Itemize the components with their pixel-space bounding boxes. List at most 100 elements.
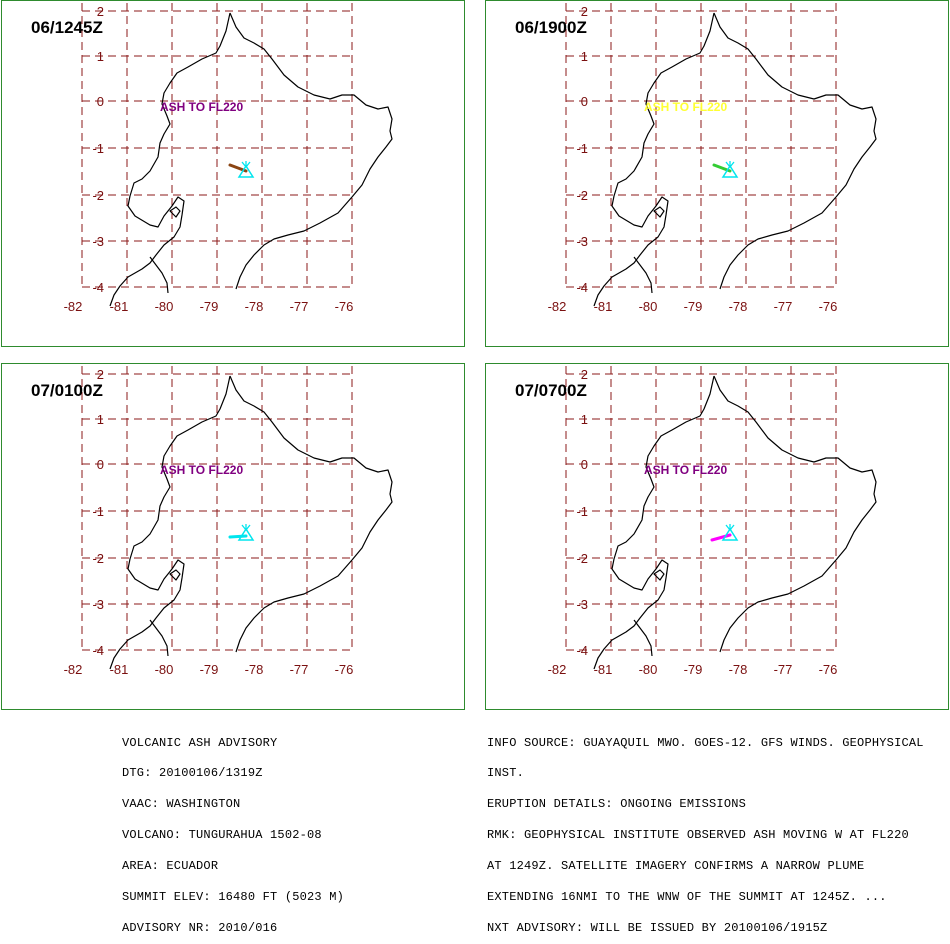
lat-tick-label: -2 bbox=[576, 188, 588, 203]
lon-tick-label: -82 bbox=[548, 299, 567, 314]
lat-tick-label: -1 bbox=[576, 504, 588, 519]
lat-tick-label: 1 bbox=[581, 412, 588, 427]
lon-tick-label: -80 bbox=[639, 299, 658, 314]
lon-tick-label: -77 bbox=[774, 299, 793, 314]
volcano-eruption-mark bbox=[241, 524, 251, 532]
lat-tick-label: -1 bbox=[576, 141, 588, 156]
advisory-header-left: VOLCANIC ASH ADVISORY DTG: 20100106/1319… bbox=[122, 717, 344, 944]
lon-tick-label: -76 bbox=[819, 662, 838, 677]
lat-tick-label: -3 bbox=[92, 597, 104, 612]
coastline-path bbox=[633, 256, 653, 294]
lat-tick-label: 0 bbox=[97, 457, 104, 472]
map-svg: 2 1 0 -1 -2 -3 -4 -82 -81 -80 -79 -78 -77 -76 ASH TO F… bbox=[548, 366, 877, 677]
ash-plume bbox=[228, 534, 248, 539]
advisory-line: AT 1249Z. SATELLITE IMAGERY CONFIRMS A N… bbox=[487, 859, 865, 874]
advisory-line: INST. bbox=[487, 766, 525, 781]
advisory-line: VOLCANIC ASH ADVISORY bbox=[122, 735, 278, 750]
lat-lon-grid bbox=[81, 366, 353, 652]
lat-tick-label: 1 bbox=[581, 49, 588, 64]
lat-tick-label: 2 bbox=[97, 4, 104, 19]
volcano-icon bbox=[237, 161, 255, 178]
lon-tick-label: -81 bbox=[594, 662, 613, 677]
coastline-path bbox=[593, 375, 715, 670]
lon-tick-label: -79 bbox=[200, 299, 219, 314]
lat-tick-label: 2 bbox=[97, 367, 104, 382]
advisory-line: DTG: 20100106/1319Z bbox=[122, 766, 263, 781]
lon-tick-label: -78 bbox=[245, 662, 264, 677]
lon-tick-label: -81 bbox=[110, 299, 129, 314]
lat-lon-grid bbox=[565, 366, 837, 652]
volcano-icon bbox=[237, 524, 255, 541]
lon-tick-label: -81 bbox=[110, 662, 129, 677]
lat-tick-label: 2 bbox=[581, 367, 588, 382]
lon-tick-label: -77 bbox=[290, 299, 309, 314]
volcano-triangle bbox=[237, 527, 255, 541]
coastline-path bbox=[109, 12, 231, 307]
volcano-eruption-mark bbox=[725, 161, 735, 169]
map-panel-3: 2 1 0 -1 -2 -3 -4 -82 -81 -80 -79 -78 -77 -76 ASH TO F… bbox=[1, 363, 465, 710]
lat-tick-label: 0 bbox=[97, 94, 104, 109]
lon-tick-label: -80 bbox=[155, 299, 174, 314]
advisory-line: VOLCANO: TUNGURAHUA 1502-08 bbox=[122, 828, 322, 843]
lon-tick-label: -78 bbox=[245, 299, 264, 314]
advisory-line: AREA: ECUADOR bbox=[122, 859, 219, 874]
lat-tick-label: -4 bbox=[576, 280, 588, 295]
coastline-path bbox=[713, 375, 877, 653]
panel-time-label: 07/0100Z bbox=[31, 381, 103, 400]
advisory-line: SUMMIT ELEV: 16480 FT (5023 M) bbox=[122, 890, 345, 905]
lat-tick-label: 0 bbox=[581, 457, 588, 472]
coastline-path bbox=[633, 619, 653, 657]
map-panel-4: 2 1 0 -1 -2 -3 -4 -82 -81 -80 -79 -78 -77 -76 ASH TO F… bbox=[485, 363, 949, 710]
panel-time-label: 07/0700Z bbox=[515, 381, 587, 400]
lat-tick-label: -4 bbox=[92, 280, 104, 295]
coastline-path bbox=[713, 12, 877, 290]
coastline bbox=[109, 375, 393, 670]
lon-tick-label: -80 bbox=[155, 662, 174, 677]
advisory-line: INFO SOURCE: GUAYAQUIL MWO. GOES-12. GFS… bbox=[487, 735, 924, 750]
volcano-eruption-mark bbox=[241, 161, 251, 169]
coastline bbox=[593, 375, 877, 670]
advisory-details-right: INFO SOURCE: GUAYAQUIL MWO. GOES-12. GFS… bbox=[487, 717, 924, 944]
lat-tick-label: 2 bbox=[581, 4, 588, 19]
ash-label: ASH TO FL220 bbox=[644, 100, 727, 114]
lat-tick-label: 1 bbox=[97, 412, 104, 427]
lat-lon-grid bbox=[81, 3, 353, 289]
lon-tick-label: -78 bbox=[729, 662, 748, 677]
lat-tick-label: -3 bbox=[92, 234, 104, 249]
volcano-triangle bbox=[237, 164, 255, 178]
lat-tick-label: 1 bbox=[97, 49, 104, 64]
lon-tick-label: -78 bbox=[729, 299, 748, 314]
map-panel-2: 2 1 0 -1 -2 -3 -4 -82 -81 -80 -79 -78 -77 -76 ASH TO F… bbox=[485, 0, 949, 347]
panel-time-label: 06/1245Z bbox=[31, 18, 103, 37]
coastline-path bbox=[653, 569, 665, 581]
coastline-path bbox=[229, 12, 393, 290]
coastline-path bbox=[109, 375, 231, 670]
coastline bbox=[593, 12, 877, 307]
coastline-path bbox=[229, 375, 393, 653]
advisory-line: VAAC: WASHINGTON bbox=[122, 797, 241, 812]
ash-label: ASH TO FL220 bbox=[644, 463, 727, 477]
lon-tick-label: -76 bbox=[335, 662, 354, 677]
lat-tick-label: -4 bbox=[92, 643, 104, 658]
lat-tick-label: -1 bbox=[92, 141, 104, 156]
lon-tick-label: -76 bbox=[819, 299, 838, 314]
map-svg: 2 1 0 -1 -2 -3 -4 -82 -81 -80 -79 -78 -77 -76 ASH TO F… bbox=[548, 3, 877, 314]
lat-tick-label: -2 bbox=[576, 551, 588, 566]
lat-tick-label: 0 bbox=[581, 94, 588, 109]
lon-tick-label: -80 bbox=[639, 662, 658, 677]
lon-tick-label: -82 bbox=[64, 299, 83, 314]
lat-tick-label: -3 bbox=[576, 597, 588, 612]
volcano-icon bbox=[721, 524, 739, 541]
volcano-triangle bbox=[721, 164, 739, 178]
lat-tick-label: -2 bbox=[92, 551, 104, 566]
lat-tick-label: -4 bbox=[576, 643, 588, 658]
coastline-path bbox=[149, 256, 169, 294]
advisory-line: ADVISORY NR: 2010/016 bbox=[122, 920, 278, 935]
volcano-eruption-mark bbox=[725, 524, 735, 532]
lon-tick-label: -77 bbox=[774, 662, 793, 677]
advisory-line: RMK: GEOPHYSICAL INSTITUTE OBSERVED ASH … bbox=[487, 828, 909, 843]
panel-time-label: 06/1900Z bbox=[515, 18, 587, 37]
lon-tick-label: -79 bbox=[684, 299, 703, 314]
lat-tick-label: -1 bbox=[92, 504, 104, 519]
advisory-line: EXTENDING 16NMI TO THE WNW OF THE SUMMIT… bbox=[487, 890, 887, 905]
